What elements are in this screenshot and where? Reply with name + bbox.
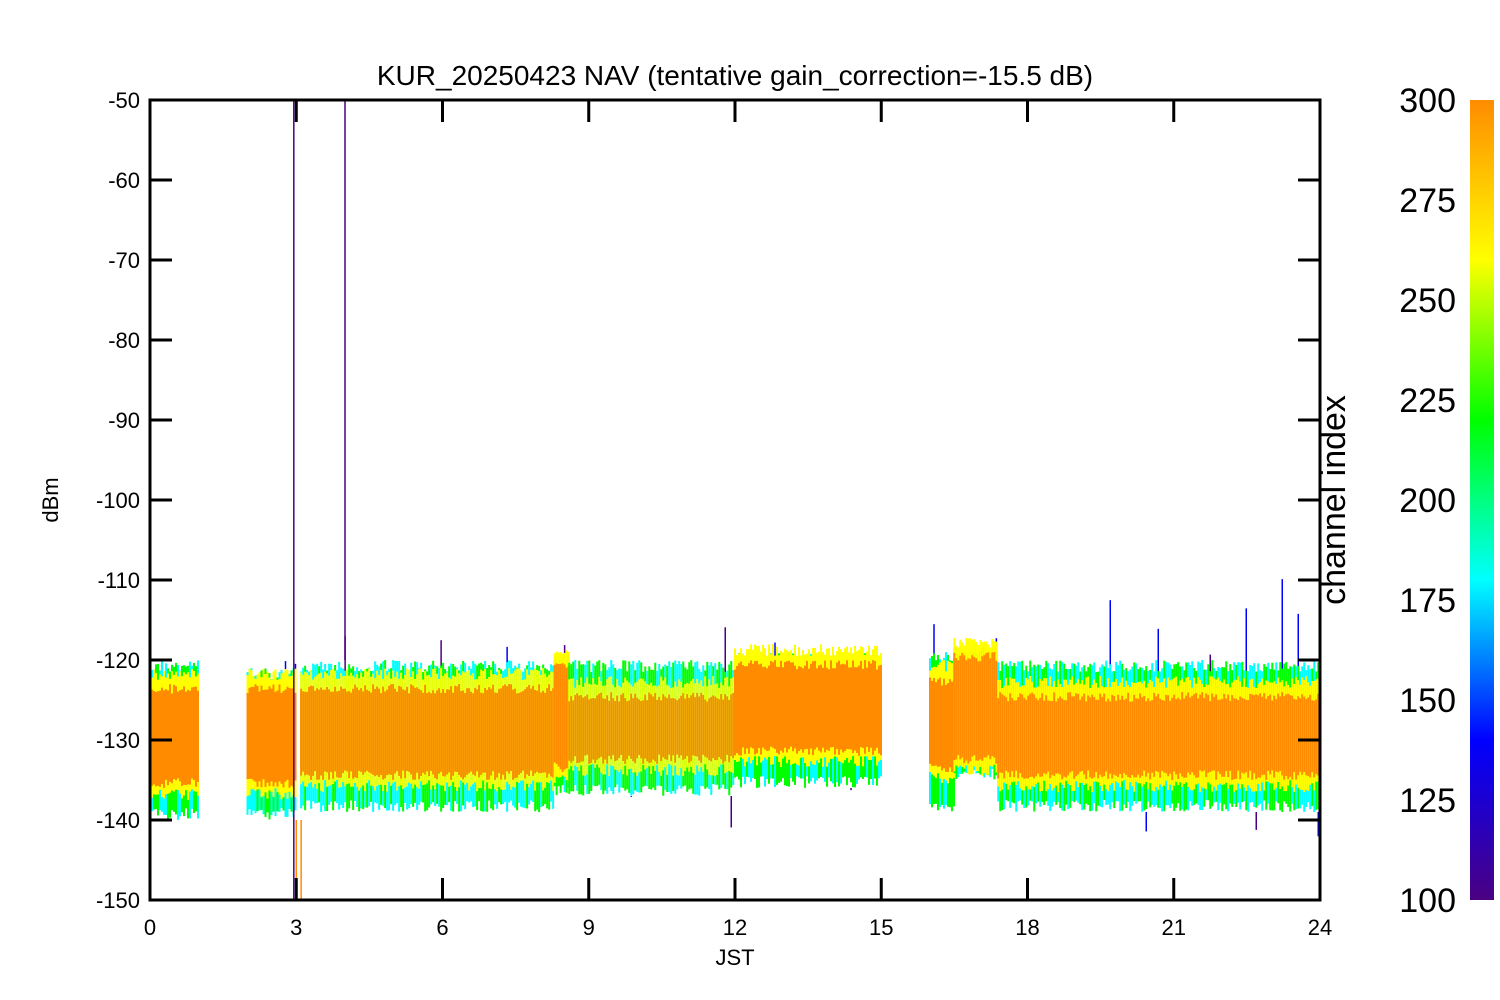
y-axis: -50 -60 -70 -80 -90 -100 -110 -120 -130 -140 -150 [96,88,1320,913]
y-tick-label: -130 [96,728,140,753]
data-segment [734,642,882,791]
data-segment [568,627,735,828]
x-tick-label: 21 [1162,915,1186,940]
colorbar-tick-label: 275 [1399,182,1456,220]
x-tick-label: 6 [436,915,448,940]
colorbar-tick-label: 225 [1399,382,1456,420]
colorbar-tick-label: 250 [1399,282,1456,320]
x-axis-label: JST [715,945,754,970]
y-tick-label: -100 [96,488,140,513]
colorbar-tick-label: 175 [1399,582,1456,620]
data-segment [246,661,297,820]
colorbar-tick-label: 125 [1399,782,1456,820]
y-tick-label: -50 [108,88,140,113]
x-tick-label: 24 [1308,915,1332,940]
colorbar [1470,100,1494,900]
x-tick-label: 9 [583,915,595,940]
chart-title: KUR_20250423 NAV (tentative gain_correct… [377,60,1093,91]
data-segment [300,636,555,812]
y-axis-label: dBm [38,477,63,522]
y-tick-label: -150 [96,888,140,913]
colorbar-tick-label: 200 [1399,482,1456,520]
colorbar-tick-label: 300 [1399,82,1456,120]
y-tick-label: -140 [96,808,140,833]
colorbar-tick-label: 150 [1399,682,1456,720]
x-tick-label: 0 [144,915,156,940]
colorbar-label: channel index [1315,395,1353,605]
x-tick-label: 18 [1015,915,1039,940]
x-tick-label: 3 [290,915,302,940]
data-segment [953,637,998,780]
colorbar-tick-label: 100 [1399,882,1456,920]
data-segment [553,645,570,796]
x-tick-label: 15 [869,915,893,940]
plot-data-layer [150,100,1320,900]
y-tick-label: -120 [96,648,140,673]
y-tick-label: -90 [108,408,140,433]
data-segment [929,624,955,812]
y-tick-label: -60 [108,168,140,193]
y-tick-label: -70 [108,248,140,273]
x-tick-label: 12 [723,915,747,940]
colorbar-ticks: 300 275 250 225 200 175 150 125 100 [1399,82,1456,920]
y-tick-label: -110 [98,568,140,593]
data-segment [997,579,1320,837]
x-axis: 0 3 6 9 12 15 18 21 24 [144,100,1332,940]
y-tick-label: -80 [108,328,140,353]
